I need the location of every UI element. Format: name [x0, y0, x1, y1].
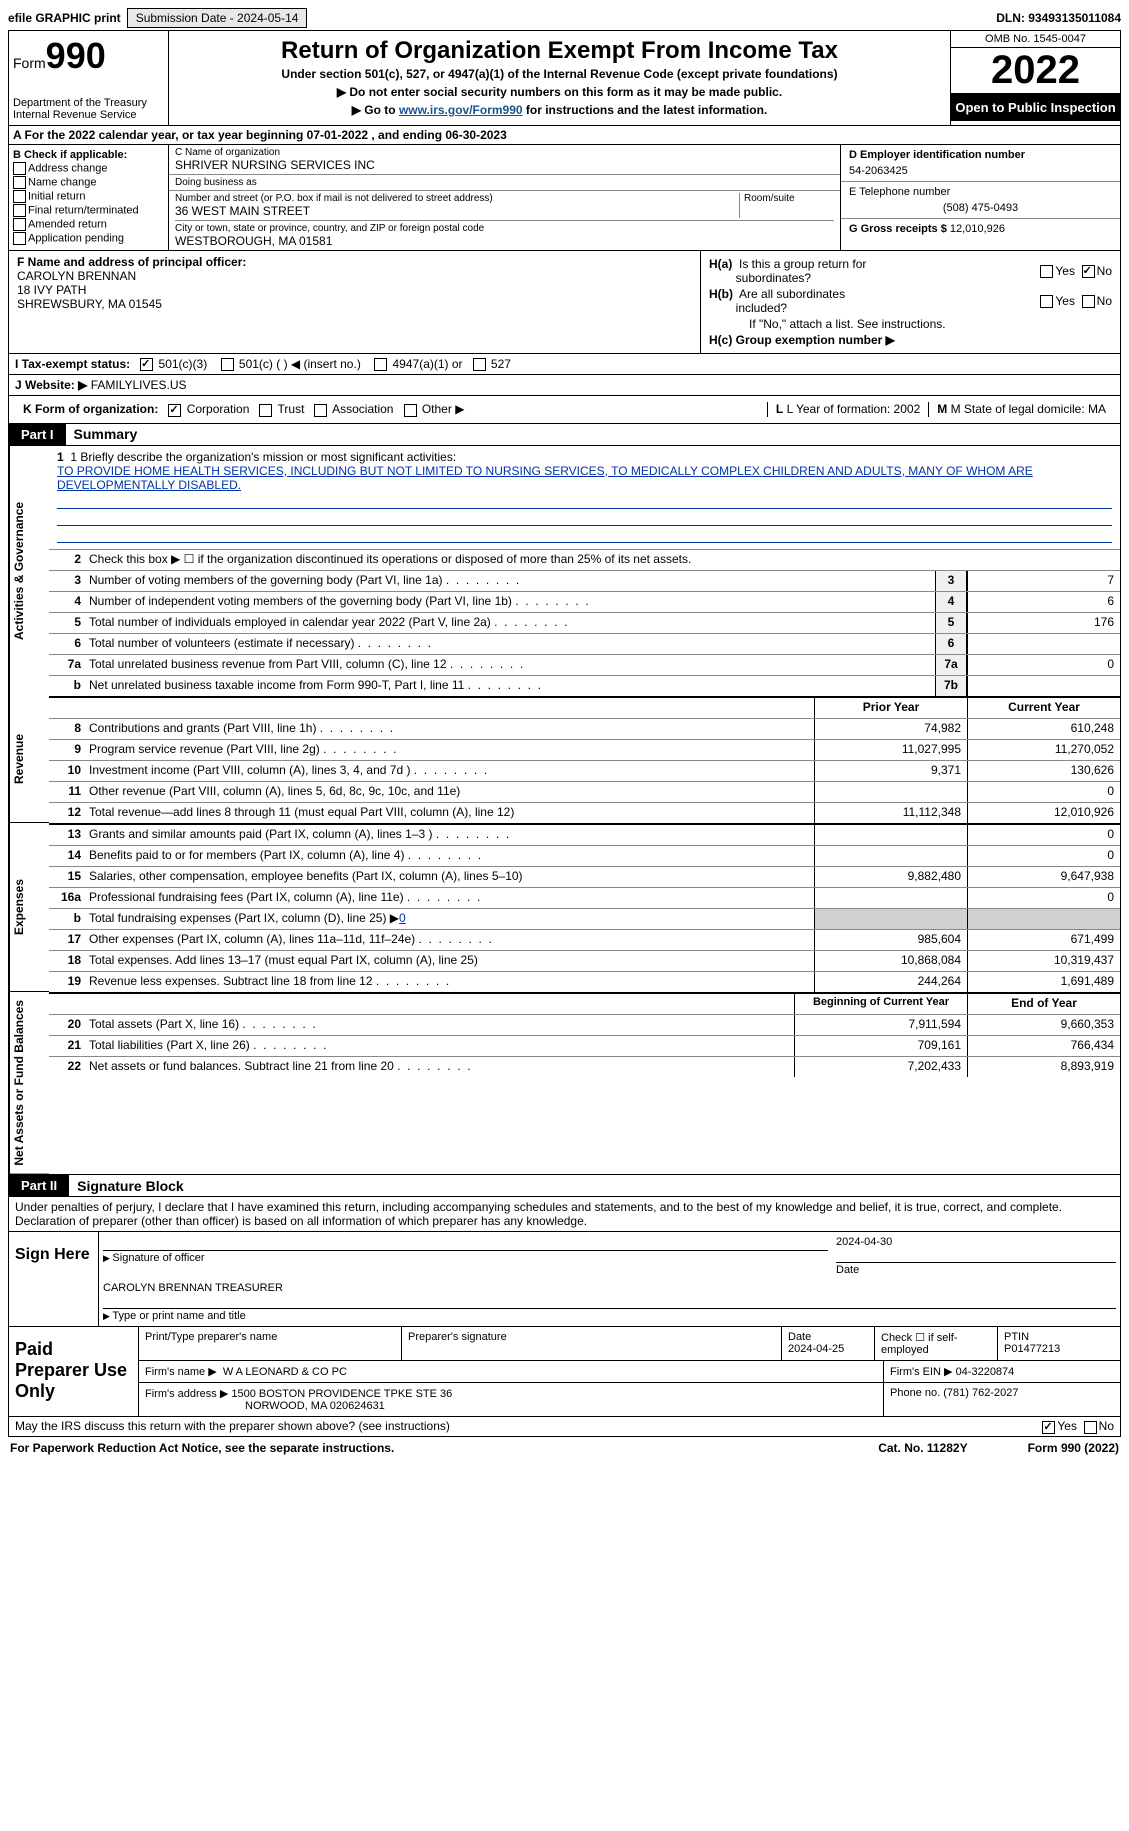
line-19: Revenue less expenses. Subtract line 18 … [85, 972, 814, 992]
tab-activities: Activities & Governance [9, 446, 49, 696]
dept-label: Department of the Treasury [13, 97, 164, 109]
line-22: Net assets or fund balances. Subtract li… [85, 1057, 794, 1077]
row-j-website: J Website: ▶ FAMILYLIVES.US [8, 375, 1121, 396]
line-11: Other revenue (Part VIII, column (A), li… [85, 782, 814, 802]
dln-label: DLN: 93493135011084 [996, 11, 1121, 25]
line-13: Grants and similar amounts paid (Part IX… [85, 825, 814, 845]
tab-expenses: Expenses [9, 823, 49, 992]
line-10: Investment income (Part VIII, column (A)… [85, 761, 814, 781]
part2-header: Part II Signature Block [8, 1175, 1121, 1197]
col-prior-year: Prior Year [814, 698, 967, 718]
open-to-public: Open to Public Inspection [951, 94, 1120, 121]
form-label: Form990 [13, 35, 164, 77]
tax-year: 2022 [951, 48, 1120, 94]
col-eoy: End of Year [967, 994, 1120, 1014]
col-h-group: H(a) Is this a group return for subordin… [700, 251, 1120, 353]
note-goto: ▶ Go to www.irs.gov/Form990 for instruct… [173, 103, 946, 117]
signature-area: Signature of officer 2024-04-30Date CARO… [99, 1232, 1120, 1326]
line-3: Number of voting members of the governin… [85, 571, 935, 591]
efile-label: efile GRAPHIC print [8, 11, 121, 25]
col-boy: Beginning of Current Year [794, 994, 967, 1014]
form-subtitle: Under section 501(c), 527, or 4947(a)(1)… [173, 67, 946, 81]
line-8: Contributions and grants (Part VIII, lin… [85, 719, 814, 739]
footer-paperwork: For Paperwork Reduction Act Notice, see … [8, 1437, 1121, 1459]
footer-discuss: May the IRS discuss this return with the… [8, 1417, 1121, 1436]
line-16b: Total fundraising expenses (Part IX, col… [85, 909, 814, 929]
tab-revenue: Revenue [9, 696, 49, 823]
line-20: Total assets (Part X, line 16) [85, 1015, 794, 1035]
note-ssn: ▶ Do not enter social security numbers o… [173, 85, 946, 99]
line-2: Check this box ▶ ☐ if the organization d… [85, 550, 1120, 570]
line-16a: Professional fundraising fees (Part IX, … [85, 888, 814, 908]
col-current-year: Current Year [967, 698, 1120, 718]
part1-header: Part I Summary [8, 424, 1121, 446]
line-17: Other expenses (Part IX, column (A), lin… [85, 930, 814, 950]
line-6: Total number of volunteers (estimate if … [85, 634, 935, 654]
line-21: Total liabilities (Part X, line 26) [85, 1036, 794, 1056]
line-14: Benefits paid to or for members (Part IX… [85, 846, 814, 866]
line-7b: Net unrelated business taxable income fr… [85, 676, 935, 696]
paid-preparer-label: Paid Preparer Use Only [9, 1327, 139, 1416]
row-k-form-org: K Form of organization: Corporation Trus… [8, 396, 1121, 423]
submission-date-button[interactable]: Submission Date - 2024-05-14 [127, 8, 308, 28]
tab-net-assets: Net Assets or Fund Balances [9, 992, 49, 1175]
line-15: Salaries, other compensation, employee b… [85, 867, 814, 887]
line-5: Total number of individuals employed in … [85, 613, 935, 633]
form-title: Return of Organization Exempt From Incom… [173, 37, 946, 65]
line-7a: Total unrelated business revenue from Pa… [85, 655, 935, 675]
row-a-period: A For the 2022 calendar year, or tax yea… [8, 126, 1121, 145]
line-18: Total expenses. Add lines 13–17 (must eq… [85, 951, 814, 971]
line-12: Total revenue—add lines 8 through 11 (mu… [85, 803, 814, 823]
row-i-tax-status: I Tax-exempt status: 501(c)(3) 501(c) ( … [8, 354, 1121, 375]
irs-label: Internal Revenue Service [13, 109, 164, 121]
line-9: Program service revenue (Part VIII, line… [85, 740, 814, 760]
signature-declaration: Under penalties of perjury, I declare th… [8, 1197, 1121, 1232]
paid-preparer-area: Print/Type preparer's name Preparer's si… [139, 1327, 1120, 1416]
col-f-officer: F Name and address of principal officer:… [9, 251, 700, 353]
line-4: Number of independent voting members of … [85, 592, 935, 612]
omb-label: OMB No. 1545-0047 [951, 31, 1120, 48]
irs-link[interactable]: www.irs.gov/Form990 [399, 103, 523, 117]
col-c-org-info: C Name of organization SHRIVER NURSING S… [169, 145, 840, 250]
line-1-mission: 1 1 Briefly describe the organization's … [49, 446, 1120, 549]
sign-here-label: Sign Here [9, 1232, 99, 1326]
col-d-ein-tel: D Employer identification number 54-2063… [840, 145, 1120, 250]
col-b-checkboxes: B Check if applicable: Address change Na… [9, 145, 169, 250]
